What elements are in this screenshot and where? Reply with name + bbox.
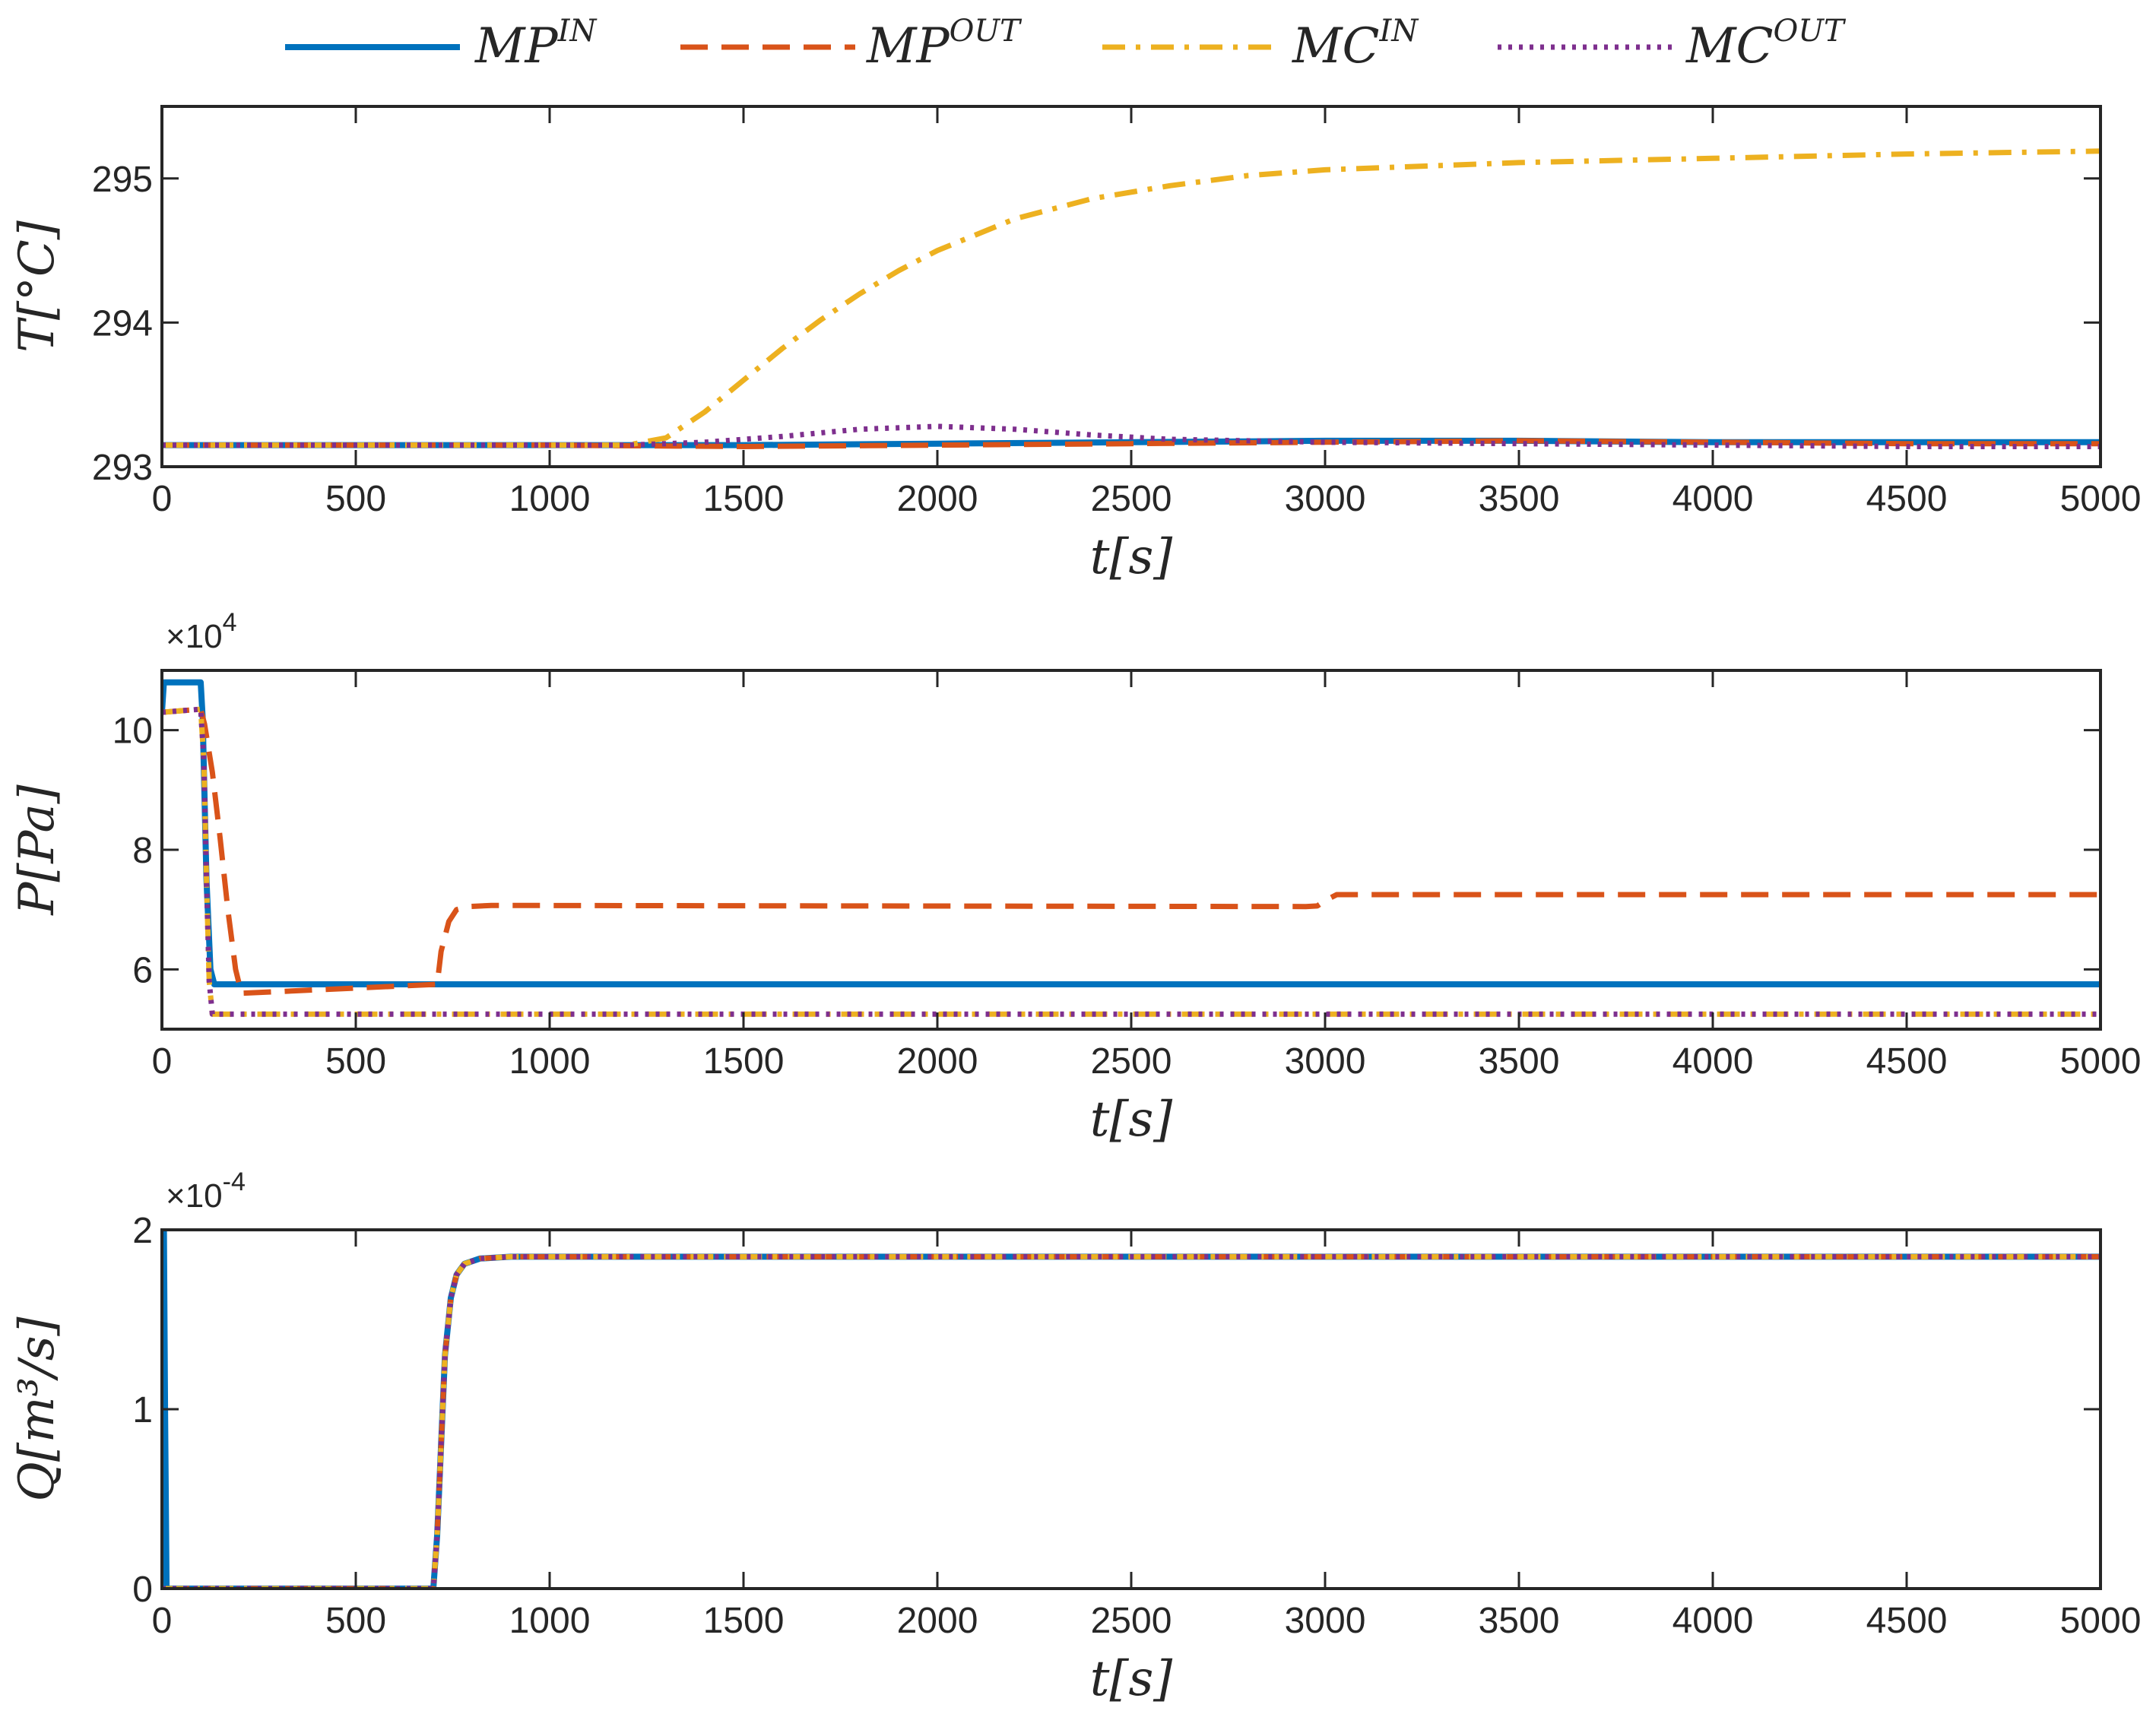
legend-entry: MPOUT <box>680 14 1023 74</box>
panel-2: 0 500 1000 1500 2000 2500 3000 3500 4000 4500 5000… <box>9 608 2141 1148</box>
y-tick-label: 1 <box>132 1390 153 1430</box>
legend-label: MPOUT <box>866 14 1023 74</box>
y-tick-label: 294 <box>92 303 153 344</box>
series-line-mp-in <box>162 679 2101 987</box>
legend-entry: MPIN <box>285 14 598 74</box>
series-group <box>162 148 2101 449</box>
x-tick-label: 2000 <box>897 1601 978 1641</box>
x-tick-label: 1500 <box>703 479 785 519</box>
legend-label: MCIN <box>1292 14 1419 74</box>
x-tick-label: 2000 <box>897 1041 978 1082</box>
y-exponent-label: ×10-4 <box>166 1167 246 1215</box>
series-line-mp-out <box>162 438 2101 449</box>
y-exponent-base: ×10 <box>166 618 223 655</box>
x-tick-label: 3500 <box>1479 479 1560 519</box>
series-group <box>162 1230 2101 1589</box>
x-tick-label: 4500 <box>1866 1601 1948 1641</box>
x-tick-label: 500 <box>325 479 386 519</box>
axes-frame <box>160 105 2102 468</box>
legend-label-base: MC <box>1292 18 1380 74</box>
y-exponent-label: ×104 <box>166 608 237 655</box>
y-axis-label: Q[m³/s] <box>9 1316 65 1501</box>
legend-label-base: MP <box>866 18 950 74</box>
legend-label-sup: OUT <box>1774 14 1847 49</box>
legend-label-sup: OUT <box>950 14 1023 49</box>
series-line-mp-out <box>162 706 2101 996</box>
y-tick-label: 295 <box>92 160 153 200</box>
x-tick-label: 0 <box>152 1041 173 1082</box>
x-axis-label: t[s] <box>1090 1651 1174 1707</box>
y-exponent-power: -4 <box>223 1167 246 1196</box>
x-tick-label: 5000 <box>2060 1041 2142 1082</box>
x-tick-label: 4000 <box>1672 1601 1754 1641</box>
x-tick-label: 2500 <box>1091 1041 1172 1082</box>
series-line-mc-in <box>162 148 2101 448</box>
legend-entry: MCOUT <box>1498 14 1847 74</box>
series-line-mc-in <box>162 706 2101 1017</box>
x-tick-label: 3000 <box>1285 1041 1366 1082</box>
series-group <box>162 679 2101 1017</box>
panel-1: 0 500 1000 1500 2000 2500 3000 3500 4000 4500 5000… <box>9 105 2142 585</box>
x-tick-label: 1000 <box>509 1601 591 1641</box>
legend-entry: MCIN <box>1102 14 1419 74</box>
series-line-mc-in <box>162 1253 2101 1589</box>
legend-label-sup: IN <box>557 14 598 49</box>
legend-label-base: MP <box>474 18 559 74</box>
axes-frame <box>160 669 2102 1031</box>
x-tick-label: 4000 <box>1672 1041 1754 1082</box>
x-tick-label: 0 <box>152 479 173 519</box>
legend-label-base: MC <box>1685 18 1774 74</box>
x-tick-label: 0 <box>152 1601 173 1641</box>
y-tick-label: 0 <box>132 1570 153 1610</box>
x-axis-label: t[s] <box>1090 1091 1174 1148</box>
x-tick-label: 1500 <box>703 1041 785 1082</box>
y-axis-label: T[°C] <box>9 220 65 353</box>
x-tick-label: 5000 <box>2060 479 2142 519</box>
y-tick-label: 6 <box>132 950 153 990</box>
legend: MPIN MPOUT MCIN MCOUT <box>285 14 1847 74</box>
x-tick-label: 1500 <box>703 1601 785 1641</box>
legend-label-sup: IN <box>1379 14 1420 49</box>
x-tick-label: 500 <box>325 1601 386 1641</box>
x-tick-label: 3500 <box>1479 1601 1560 1641</box>
y-tick-label: 8 <box>132 831 153 871</box>
x-axis-label: t[s] <box>1090 529 1174 585</box>
y-exponent-base: ×10 <box>166 1177 223 1215</box>
x-tick-label: 3500 <box>1479 1041 1560 1082</box>
x-tick-label: 2000 <box>897 479 978 519</box>
x-tick-label: 500 <box>325 1041 386 1082</box>
y-tick-label: 2 <box>132 1211 153 1251</box>
x-tick-label: 4000 <box>1672 479 1754 519</box>
x-tick-label: 2500 <box>1091 1601 1172 1641</box>
y-axis-label: P[Pa] <box>9 784 65 915</box>
x-tick-label: 3000 <box>1285 1601 1366 1641</box>
x-tick-label: 4500 <box>1866 1041 1948 1082</box>
y-exponent-power: 4 <box>223 608 237 637</box>
panel-3: 0 500 1000 1500 2000 2500 3000 3500 4000 4500 5000… <box>9 1167 2141 1707</box>
series-line-mc-out <box>162 706 2101 1017</box>
x-tick-label: 1000 <box>509 479 591 519</box>
y-tick-label: 293 <box>92 448 153 488</box>
x-tick-label: 4500 <box>1866 479 1948 519</box>
legend-label: MCOUT <box>1685 14 1847 74</box>
panels: 0 500 1000 1500 2000 2500 3000 3500 4000 4500 5000… <box>9 105 2142 1707</box>
x-tick-label: 5000 <box>2060 1601 2142 1641</box>
y-tick-label: 10 <box>113 711 153 752</box>
x-tick-label: 3000 <box>1285 479 1366 519</box>
legend-label: MPIN <box>474 14 598 74</box>
x-tick-label: 2500 <box>1091 479 1172 519</box>
x-tick-label: 1000 <box>509 1041 591 1082</box>
